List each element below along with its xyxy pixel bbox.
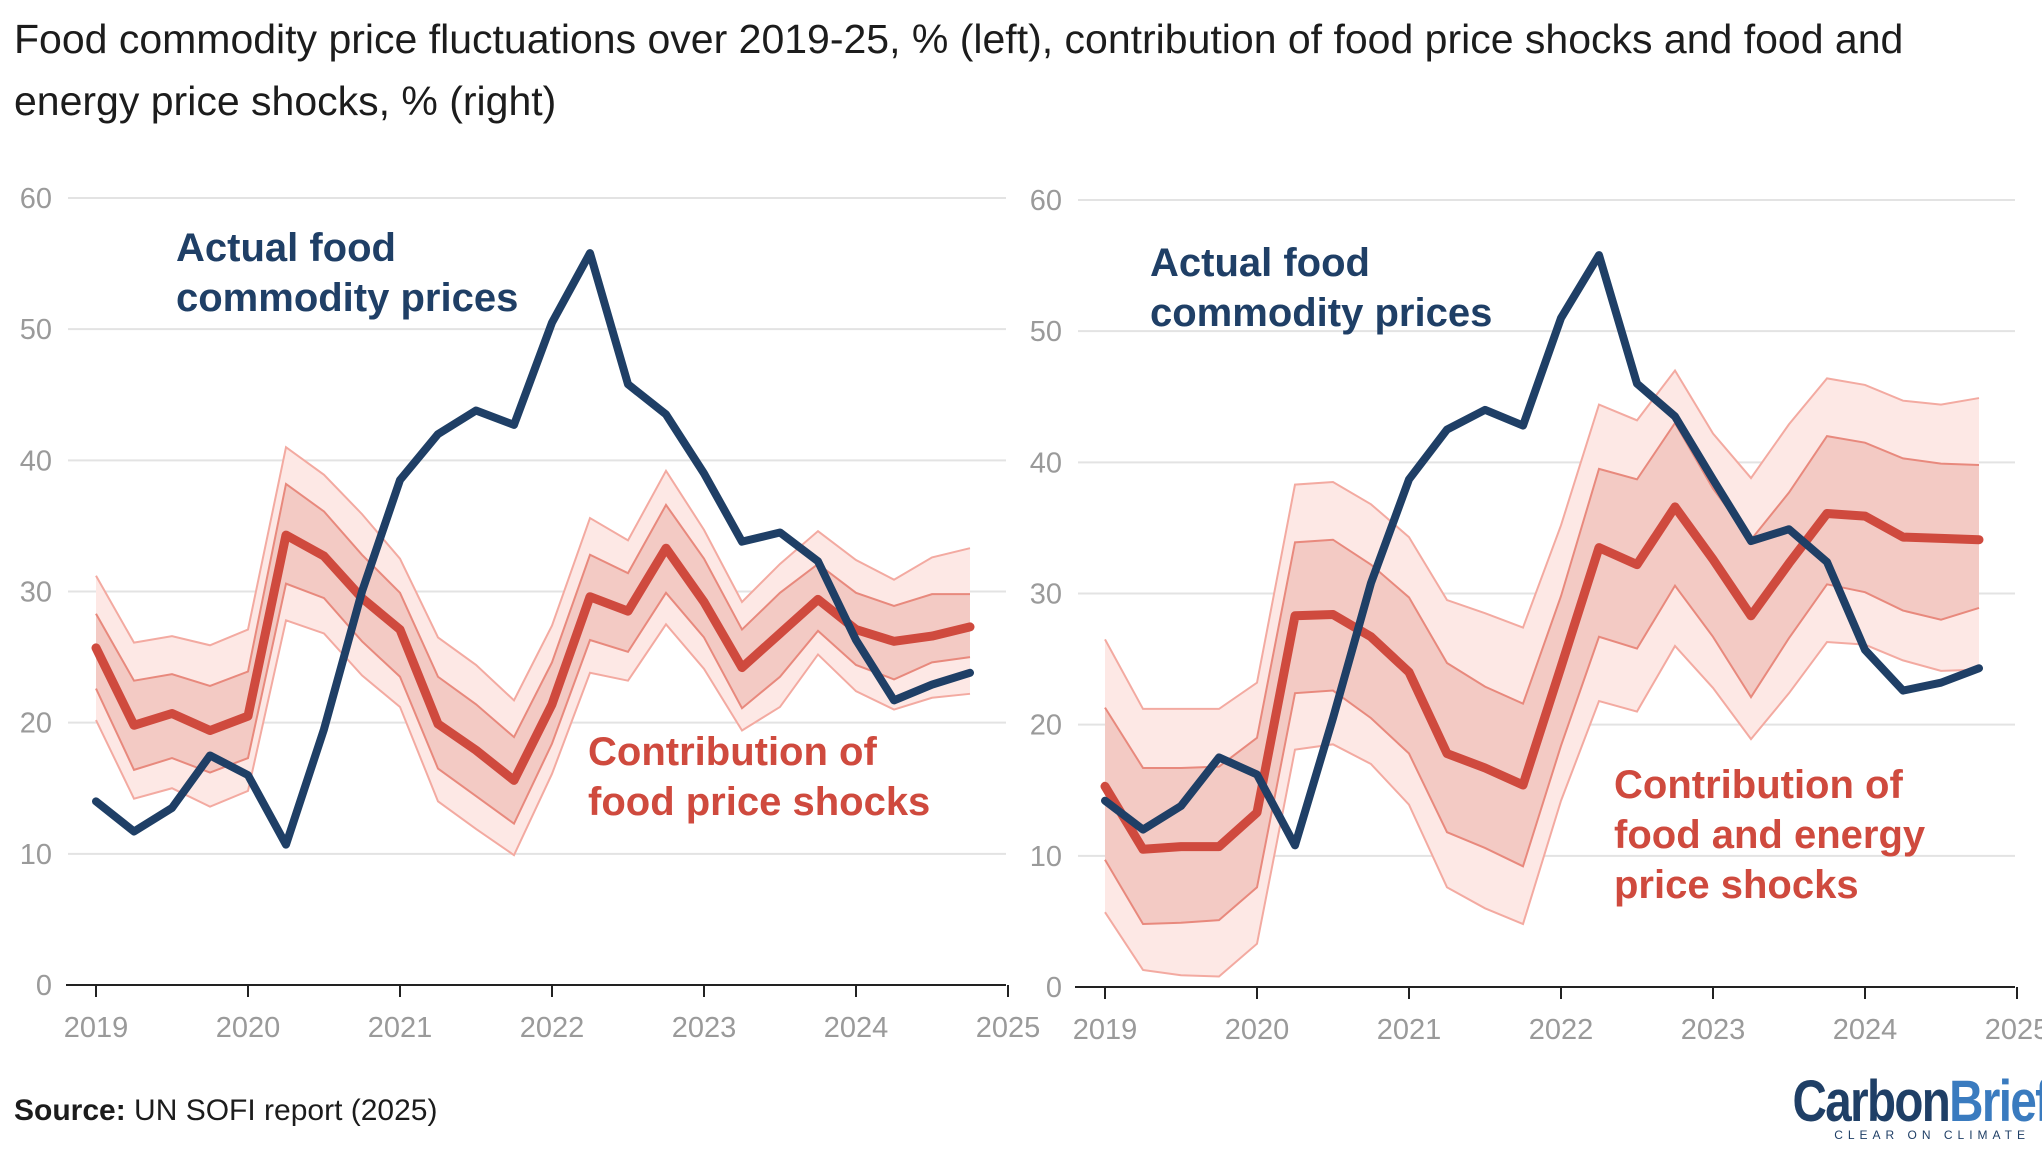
contribution-series-line	[1100, 502, 1984, 854]
contribution-annotation: food and energy	[1614, 813, 1926, 857]
x-tick-label: 2019	[1073, 1014, 1138, 1046]
logo-wordmark: CarbonBrief	[1792, 1069, 2042, 1134]
y-tick-label: 30	[20, 577, 52, 609]
actual-prices-series-line	[1101, 251, 1983, 850]
inner-band-lower-edge	[95, 582, 971, 826]
actual-prices-annotation: Actual food	[1150, 241, 1370, 285]
contribution-annotation: Contribution of	[588, 730, 877, 774]
x-tick-label: 2021	[1377, 1014, 1442, 1046]
x-tick-label: 2022	[520, 1012, 585, 1044]
source-text: UN SOFI report (2025)	[125, 1094, 438, 1127]
y-tick-label: 0	[1046, 972, 1062, 1004]
chart-panel-2: 0 10 20 30 40 50 60 2019 2020 2021 2022 2023 2024 202…	[1030, 185, 2042, 1046]
y-tick-label: 0	[36, 970, 52, 1002]
x-tick-label: 2023	[1681, 1014, 1746, 1046]
source-note: Source: UN SOFI report (2025)	[14, 1094, 437, 1128]
outer-band-lower-edge	[1104, 640, 1980, 978]
contribution-annotation: price shocks	[1614, 863, 1859, 907]
outer-band-upper-edge	[95, 445, 971, 703]
x-tick-label: 2024	[1833, 1014, 1898, 1046]
y-tick-label: 50	[20, 314, 52, 346]
y-tick-label: 60	[1030, 185, 1062, 217]
chart-title: Food commodity price fluctuations over 2…	[14, 16, 1904, 124]
actual-prices-annotation: Actual food	[176, 226, 396, 270]
y-tick-label: 40	[20, 445, 52, 477]
x-tick-label: 2021	[368, 1012, 433, 1044]
actual-prices-annotation: commodity prices	[1150, 291, 1492, 335]
x-tick-label: 2020	[1225, 1014, 1290, 1046]
inner-uncertainty-band	[96, 483, 970, 824]
carbonbrief-logo: CarbonBrief CLEAR ON CLIMATE	[1740, 1069, 2042, 1143]
inner-band-upper-edge	[1104, 421, 1980, 769]
y-tick-label: 30	[1030, 579, 1062, 611]
actual-prices-series-line	[92, 249, 974, 849]
y-tick-label: 60	[20, 183, 52, 215]
x-tick-label: 2020	[216, 1012, 281, 1044]
x-tick-label: 2022	[1529, 1014, 1594, 1046]
y-tick-label: 10	[20, 839, 52, 871]
x-tick-label: 2023	[672, 1012, 737, 1044]
actual-prices-annotation: commodity prices	[176, 276, 518, 320]
x-tick-label: 2019	[64, 1012, 129, 1044]
logo-tagline: CLEAR ON CLIMATE	[1834, 1128, 2030, 1142]
y-tick-label: 50	[1030, 316, 1062, 348]
inner-uncertainty-band	[1105, 422, 1979, 925]
outer-band-lower-edge	[95, 619, 971, 857]
source-label: Source:	[14, 1094, 126, 1127]
contribution-annotation: Contribution of	[1614, 763, 1903, 807]
contribution-annotation: food price shocks	[588, 780, 930, 824]
y-tick-label: 10	[1030, 841, 1062, 873]
x-tick-label: 2024	[824, 1012, 889, 1044]
x-tick-label: 2025	[1985, 1014, 2042, 1046]
y-tick-label: 20	[1030, 710, 1062, 742]
x-tick-label: 2025	[976, 1012, 1041, 1044]
contribution-series-line	[91, 530, 975, 785]
chart-panel-1: 0 10 20 30 40 50 60 2019 2020 2021 2022 2023 2024 202…	[20, 183, 1041, 1044]
logo-part2: Brief	[1949, 1069, 2042, 1134]
logo-part1: Carbon	[1792, 1069, 1951, 1134]
y-tick-label: 40	[1030, 447, 1062, 479]
y-tick-label: 20	[20, 708, 52, 740]
outer-band-upper-edge	[1104, 368, 1980, 710]
